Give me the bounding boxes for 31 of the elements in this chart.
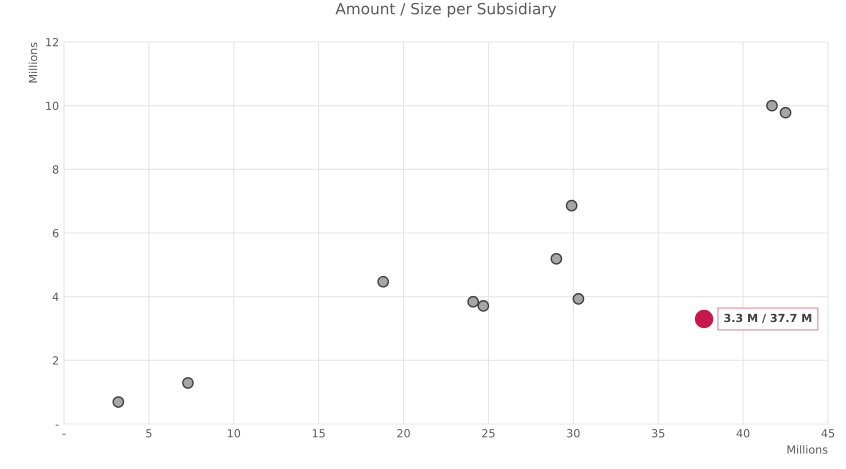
x-tick-label: 5 (146, 429, 152, 438)
point (572, 293, 584, 305)
x-tick-label: 30 (567, 429, 580, 438)
x-axis-title: Millions (788, 445, 828, 454)
y-tick-label: 8 (52, 165, 58, 174)
point (478, 300, 490, 312)
x-tick-label: 35 (652, 429, 664, 438)
y-tick-label: 4 (52, 292, 59, 301)
x-tick-label: 10 (228, 429, 240, 438)
point (467, 296, 480, 308)
y-tick-label: 10 (46, 102, 58, 110)
x-tick-label: 15 (312, 429, 325, 438)
y-axis-title: Millions (28, 42, 38, 82)
point (550, 252, 562, 265)
y-tick-label: 12 (46, 38, 58, 46)
y-tick-label: - (56, 424, 59, 426)
annotation: 3.3 M / 37.7 M (724, 314, 812, 324)
point (780, 106, 792, 119)
x-tick-label: 20 (397, 429, 410, 438)
x-tick-label: 25 (482, 429, 495, 438)
point (766, 100, 778, 112)
x-tick-label: 45 (821, 429, 834, 438)
point (112, 396, 124, 408)
chart-title: Amount / Size per Subsidiary (335, 2, 556, 18)
y-tick-label: 6 (52, 228, 58, 238)
point (566, 200, 578, 212)
y-tick-label: 2 (52, 356, 58, 365)
x-tick-label: 40 (736, 429, 750, 438)
point (182, 377, 194, 389)
point (694, 310, 714, 328)
point (377, 276, 390, 288)
